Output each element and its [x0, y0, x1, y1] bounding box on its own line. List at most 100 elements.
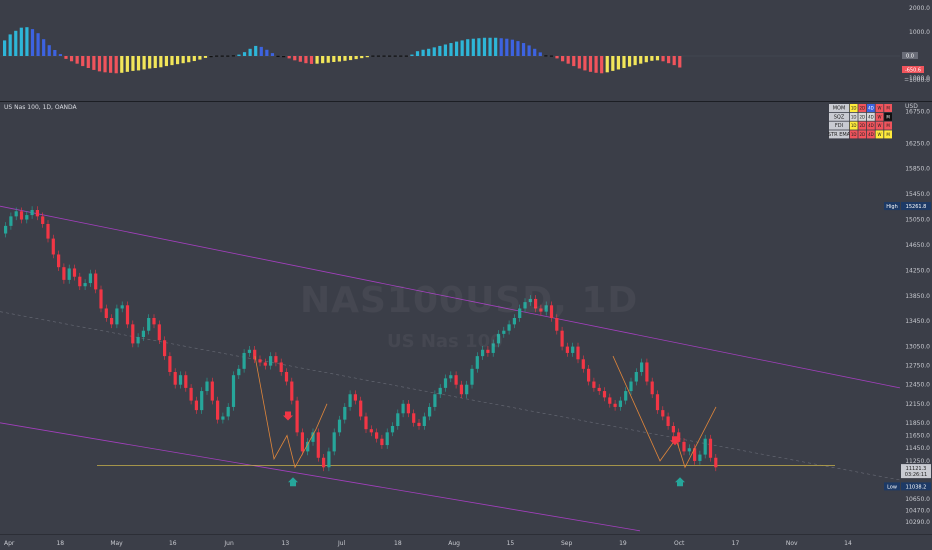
oscillator-bar — [203, 56, 208, 58]
oscillator-bar — [148, 56, 152, 69]
candle-body — [475, 356, 479, 369]
candle-body — [433, 394, 437, 407]
candle-body — [682, 441, 686, 452]
oscillator-bar — [64, 56, 68, 59]
oscillator-bar — [583, 56, 587, 71]
oscillator-pane[interactable] — [0, 0, 900, 101]
candle-body — [369, 429, 373, 433]
indicator-cell-text: 4D — [868, 132, 874, 137]
candle-body — [380, 438, 384, 446]
candle-body — [216, 400, 220, 420]
oscillator-bar — [153, 56, 157, 68]
price-tick-label: 11650.0 — [905, 433, 930, 440]
candle-body — [677, 432, 681, 442]
indicator-cell-text: M — [886, 106, 890, 111]
oscillator-zero-tag — [902, 52, 918, 59]
oscillator-bar — [365, 56, 369, 58]
oscillator-last-value-sub: −1000.0 — [904, 75, 930, 82]
candle-body — [353, 394, 357, 401]
candle-body — [443, 378, 448, 388]
indicator-cell-text: 1D — [851, 114, 857, 119]
indicator-cell-text: 2D — [859, 114, 865, 119]
candle-body — [587, 368, 591, 382]
candle-body — [41, 216, 45, 224]
candle-body — [465, 384, 469, 395]
oscillator-bar — [516, 41, 520, 56]
price-scale[interactable]: 2000.0 1000.0 −1000.0 0.0 -650.6 −1000.0 USD 16… — [900, 0, 932, 534]
candle-body — [35, 210, 39, 217]
candle-body — [88, 273, 92, 284]
candle-body — [9, 216, 13, 226]
oscillator-bar — [544, 55, 548, 57]
candle-body — [231, 375, 236, 407]
time-axis[interactable]: Apr 18 May 16 Jun 13 Jul 18 Aug 15 Sep 19 Oct 17 Nov 14 — [0, 534, 932, 550]
oscillator-bar — [499, 38, 503, 56]
last-price-tag — [901, 464, 931, 479]
oscillator-bar — [482, 37, 487, 56]
indicator-cell-text: 1D — [851, 132, 857, 137]
oscillator-bar — [220, 55, 224, 57]
indicator-row-label: STR EMA — [828, 132, 851, 138]
candle-body — [269, 356, 273, 366]
oscillator-bar — [337, 56, 341, 62]
candle-body — [459, 384, 463, 395]
candle-body — [78, 276, 82, 287]
oscillator-bar — [438, 45, 442, 56]
candle-body — [698, 454, 702, 461]
oscillator-bar — [175, 56, 180, 65]
oscillator-bar — [460, 40, 464, 56]
oscillator-bar — [120, 56, 124, 73]
candle-body — [258, 359, 262, 363]
oscillator-bar — [505, 38, 509, 56]
oscillator-bar — [187, 56, 191, 63]
oscillator-bar — [494, 37, 498, 56]
oscillator-bar — [360, 56, 364, 59]
indicator-cell — [884, 112, 892, 121]
oscillator-bar — [521, 43, 526, 56]
candle-body — [163, 340, 167, 357]
candle-body — [666, 416, 670, 426]
oscillator-bar — [131, 56, 135, 71]
pane-separator[interactable] — [0, 101, 932, 102]
oscillator-bar — [42, 39, 46, 56]
candle-body — [565, 346, 569, 353]
oscillator-bar — [215, 55, 219, 57]
symbol-title[interactable]: US Nas 100, 1D, OANDA — [4, 104, 77, 111]
candle-body — [624, 391, 628, 401]
oscillator-bar — [276, 55, 280, 57]
oscillator-bar — [354, 56, 358, 60]
oscillator-bar — [488, 37, 492, 56]
oscillator-bar — [343, 56, 347, 61]
price-tick-label: 12750.0 — [905, 363, 930, 370]
candle-body — [19, 211, 24, 220]
low-value-tag — [901, 482, 931, 491]
oscillator-bar — [594, 56, 598, 73]
oscillator-bar — [454, 41, 459, 56]
candle-body — [168, 356, 172, 372]
candle-body — [396, 413, 400, 426]
candle-body — [608, 397, 612, 404]
time-axis-labels: Apr 18 May 16 Jun 13 Jul 18 Aug 15 Sep 19 Oct 17 Nov 14 — [0, 534, 932, 547]
oscillator-tick-label: 2000.0 — [909, 5, 930, 12]
candle-body — [655, 394, 660, 411]
candle-body — [348, 394, 352, 407]
oscillator-bar — [309, 56, 314, 64]
indicator-cell — [884, 104, 892, 112]
candle-body — [263, 362, 267, 366]
candle-body — [104, 308, 108, 318]
high-label-text: High — [886, 204, 898, 210]
oscillator-bar — [616, 56, 620, 70]
oscillator-bar — [410, 54, 414, 56]
oscillator-bar — [527, 45, 531, 56]
candle-body — [401, 403, 405, 414]
price-chart-pane[interactable]: MOM 1D 2D 4D W M SQZ 1D 2D 4D W M FDI 1D 2D 4D W M STR EMA… — [0, 102, 900, 534]
oscillator-bar — [304, 56, 308, 64]
candle-body — [597, 387, 601, 392]
candle-body — [385, 432, 389, 446]
candle-body — [120, 305, 124, 309]
candle-body — [375, 432, 379, 439]
oscillator-bar — [644, 56, 648, 63]
indicator-cell — [849, 112, 858, 121]
indicator-cell-text: W — [878, 132, 882, 137]
indicator-cell — [875, 130, 884, 139]
